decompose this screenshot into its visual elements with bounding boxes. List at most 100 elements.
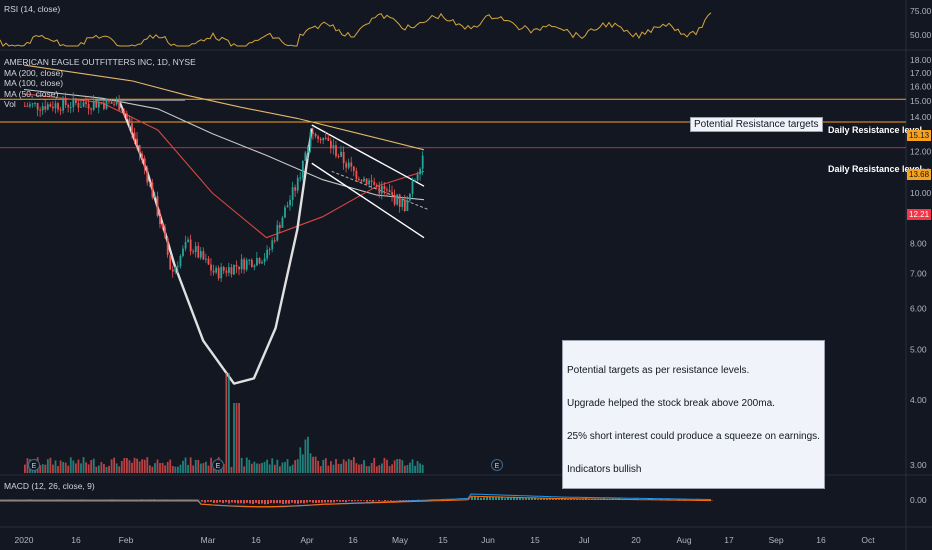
volume-bar	[159, 463, 161, 473]
macd-histogram-bar	[453, 499, 455, 500]
candle-body	[110, 101, 113, 104]
volume-bar	[375, 466, 378, 473]
volume-bar	[85, 462, 87, 473]
candle-body	[148, 182, 151, 184]
candle-body	[312, 132, 314, 134]
macd-histogram-bar	[294, 500, 296, 504]
earnings-marker-label: E	[495, 463, 500, 470]
candle-body	[342, 151, 345, 164]
volume-bar	[352, 457, 355, 473]
candle-body	[202, 251, 205, 260]
candle-body	[123, 110, 126, 114]
volume-bar	[240, 457, 243, 473]
macd-histogram-bar	[501, 497, 503, 500]
channel-line	[311, 162, 425, 239]
candle-body	[87, 103, 90, 109]
volume-bar	[44, 464, 47, 473]
candle-body	[355, 170, 358, 179]
macd-histogram-bar	[369, 500, 371, 501]
time-tick-label: 16	[348, 535, 358, 545]
legend-ma50: MA (50, close)	[4, 88, 59, 99]
price-tick-label: 5.00	[910, 345, 927, 355]
time-tick-label: Feb	[119, 535, 134, 545]
volume-bar	[378, 465, 381, 473]
macd-histogram-bar	[666, 498, 668, 500]
volume-bar	[80, 463, 82, 473]
volume-bar	[228, 373, 230, 473]
volume-bar	[317, 460, 320, 473]
candle-body	[126, 113, 128, 119]
macd-histogram-bar	[342, 500, 344, 502]
volume-bar	[187, 464, 189, 473]
time-tick-label: Sep	[768, 535, 783, 545]
candle-body	[235, 264, 238, 267]
candle-body	[322, 137, 325, 141]
macd-histogram-bar	[333, 500, 335, 503]
macd-histogram-bar	[360, 500, 362, 501]
candle-body	[59, 109, 62, 111]
price-tick-label: 16.00	[910, 82, 932, 92]
candle-body	[294, 187, 297, 191]
macd-histogram-bar	[474, 496, 476, 500]
volume-bar	[49, 457, 52, 473]
macd-histogram-bar	[270, 500, 272, 503]
volume-bar	[335, 459, 337, 473]
note-line: Indicators bullish	[567, 464, 642, 475]
volume-bar	[225, 373, 228, 473]
volume-bar	[365, 466, 368, 473]
legend-vol: Vol	[4, 99, 16, 109]
volume-bar	[67, 465, 70, 473]
volume-bar	[164, 465, 167, 473]
volume-bar	[77, 459, 80, 473]
volume-bar	[92, 458, 95, 473]
candle-body	[284, 207, 286, 218]
macd-histogram-bar	[555, 498, 557, 500]
macd-histogram-bar	[276, 500, 278, 504]
candle-body	[378, 186, 381, 194]
volume-bar	[136, 458, 138, 473]
volume-bar	[271, 458, 274, 473]
candle-body	[64, 98, 67, 106]
volume-bar	[141, 459, 144, 473]
legend-ma100: MA (100, close)	[4, 78, 64, 88]
volume-bar	[87, 464, 90, 473]
candle-body	[100, 102, 103, 104]
macd-histogram-bar	[402, 500, 404, 501]
price-tick-label: 10.00	[910, 188, 932, 198]
candle-body	[217, 267, 220, 279]
macd-histogram-bar	[531, 497, 533, 500]
macd-histogram-bar	[504, 498, 506, 500]
candle-body	[34, 103, 36, 105]
volume-bar	[97, 465, 100, 473]
volume-bar	[266, 459, 269, 473]
candle-body	[304, 152, 307, 161]
price-tick-label: 6.00	[910, 303, 927, 313]
macd-histogram-bar	[336, 500, 338, 502]
candle-body	[184, 242, 187, 249]
volume-bar	[166, 461, 169, 473]
candle-body	[82, 102, 85, 107]
candle-body	[271, 240, 274, 250]
rsi-tick-label: 75.00	[910, 6, 932, 16]
rsi-pane	[0, 12, 712, 47]
macd-histogram-bar	[576, 499, 578, 500]
volume-bar	[39, 465, 42, 473]
volume-bar	[322, 459, 325, 473]
candle-body	[52, 106, 54, 109]
candle-body	[403, 199, 406, 212]
volume-bar	[194, 459, 197, 473]
volume-bar	[148, 465, 151, 473]
volume-bar	[95, 466, 98, 473]
macd-histogram-bar	[471, 496, 473, 500]
volume-bar	[355, 463, 358, 473]
macd-histogram-bar	[207, 500, 209, 502]
volume-bar	[307, 436, 309, 473]
volume-bar	[161, 462, 164, 473]
volume-bar	[273, 464, 276, 473]
candle-body	[256, 258, 258, 266]
candle-body	[44, 106, 47, 110]
volume-bar	[110, 459, 113, 473]
volume-bar	[192, 465, 195, 473]
ma-line	[23, 93, 425, 239]
